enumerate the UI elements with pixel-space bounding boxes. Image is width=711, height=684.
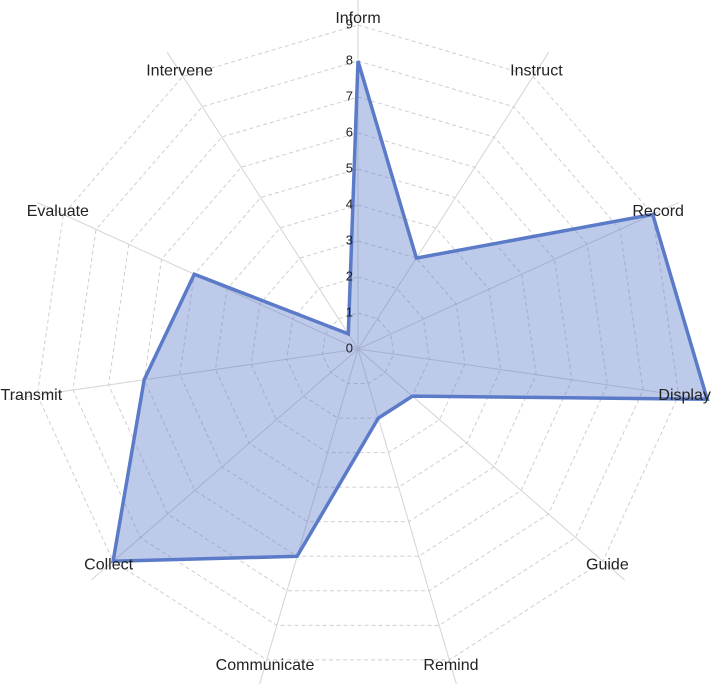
grid-ring — [179, 168, 537, 523]
spoke — [166, 51, 359, 350]
category-label: Record — [632, 203, 684, 220]
r-tick-label: 2 — [346, 268, 353, 283]
spoke — [357, 348, 625, 581]
r-tick-label: 1 — [346, 304, 353, 319]
grid-ring — [143, 132, 573, 557]
r-tick-label: 9 — [346, 16, 353, 31]
spoke — [91, 348, 359, 581]
r-tick-label: 8 — [346, 52, 353, 67]
category-label: Communicate — [216, 657, 315, 674]
category-label: Remind — [423, 657, 478, 674]
grid-ring — [72, 60, 644, 626]
grid-ring — [36, 24, 680, 661]
category-label: Evaluate — [27, 203, 89, 220]
category-label: Inform — [335, 10, 380, 27]
grid-ring — [321, 312, 395, 385]
r-tick-label: 4 — [346, 196, 353, 211]
spoke — [357, 51, 550, 350]
spoke — [357, 348, 708, 400]
grid-ring — [214, 204, 502, 488]
category-label: Display — [658, 387, 710, 404]
spoke — [8, 348, 359, 400]
spoke — [259, 348, 359, 684]
spoke — [357, 201, 680, 350]
category-label: Intervene — [146, 63, 213, 80]
category-label: Collect — [84, 556, 133, 573]
category-label: Guide — [586, 556, 629, 573]
grid-ring — [108, 96, 608, 592]
radar-area — [111, 60, 710, 564]
category-label: Transmit — [1, 387, 63, 404]
spoke — [357, 348, 457, 684]
r-tick-label: 6 — [346, 124, 353, 139]
r-tick-label: 3 — [346, 232, 353, 247]
r-tick-label: 0 — [346, 340, 353, 355]
r-tick-label: 7 — [346, 88, 353, 103]
r-tick-label: 5 — [346, 160, 353, 175]
category-label: Instruct — [510, 63, 563, 80]
